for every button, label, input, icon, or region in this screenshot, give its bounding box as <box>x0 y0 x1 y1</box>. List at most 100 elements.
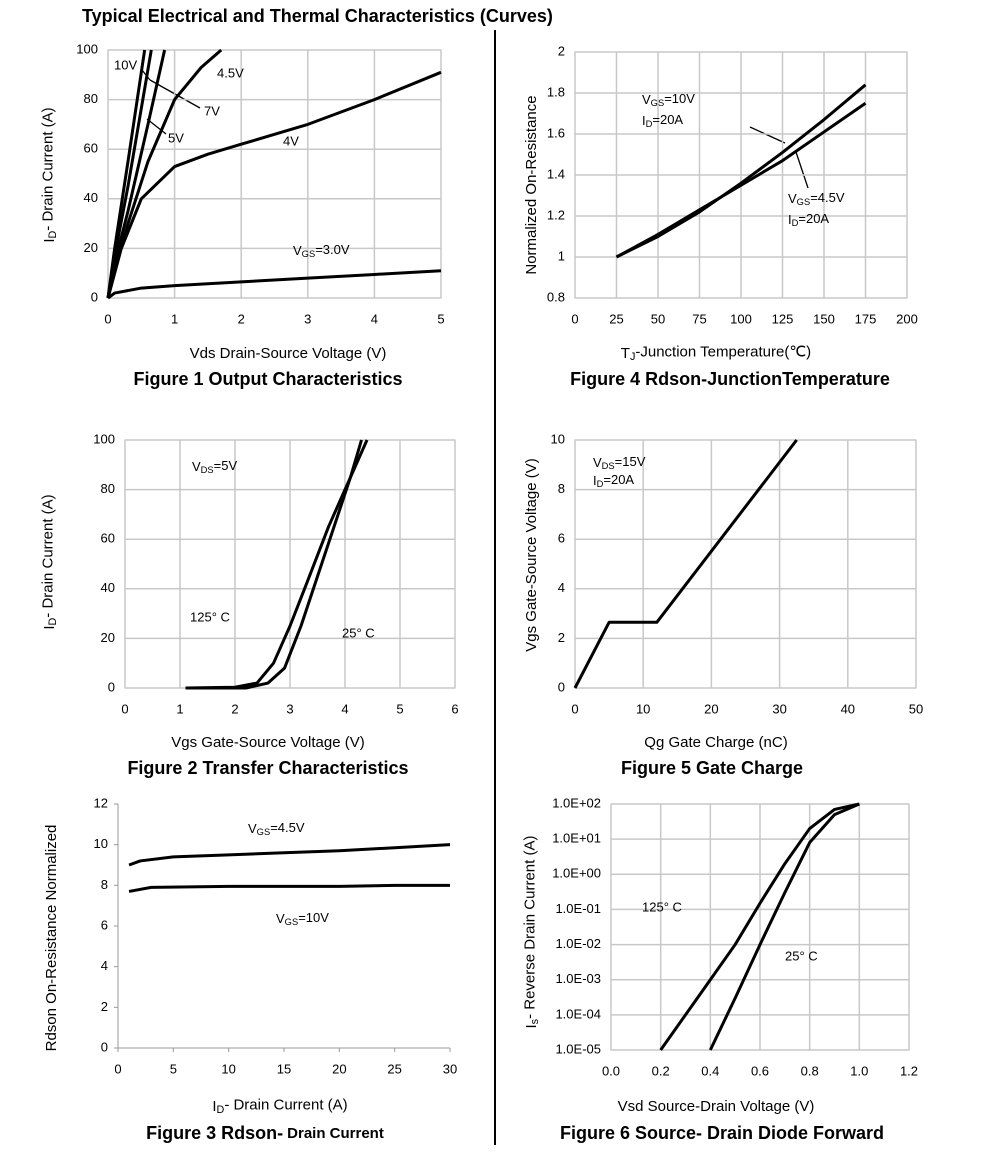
caption-main: Figure 4 Rdson-JunctionTemperature <box>570 369 890 389</box>
text-part: V <box>276 911 285 926</box>
x-tick-label: 3 <box>286 701 293 716</box>
text-part: V <box>248 821 257 836</box>
y-tick-label: 1.4 <box>547 166 565 181</box>
y-tick-label: 1.0E-01 <box>555 901 601 916</box>
curve-label: VGS=4.5V <box>788 190 845 207</box>
y-tick-label: 4 <box>558 580 565 595</box>
curve-label: 4V <box>283 133 299 148</box>
x-tick-label: 5 <box>396 701 403 716</box>
x-tick-label: 25 <box>387 1061 401 1076</box>
x-tick-label: 3 <box>304 311 311 326</box>
curve-label: VGS=4.5V <box>248 820 305 837</box>
x-tick-label: 30 <box>443 1061 457 1076</box>
text-part: - Drain Current (A) <box>40 107 57 230</box>
curve <box>573 439 798 689</box>
x-tick-label: 20 <box>332 1061 346 1076</box>
text-part: =10V <box>664 91 695 106</box>
y-tick-label: 1.0E-04 <box>555 1006 601 1021</box>
y-tick-label: 10 <box>551 431 565 446</box>
subscript: GS <box>651 98 665 108</box>
x-tick-label: 100 <box>730 311 752 326</box>
annotation: VDS=5V <box>192 458 237 475</box>
curve <box>128 883 450 893</box>
arrow <box>795 151 809 189</box>
x-tick-label: 0 <box>571 311 578 326</box>
text-part: =10V <box>298 910 329 925</box>
curve-label: 125° C <box>190 609 230 624</box>
text-part: I <box>593 473 597 488</box>
text-part: I <box>788 212 792 227</box>
arrow <box>146 118 167 135</box>
y-tick-label: 0 <box>108 679 115 694</box>
y-tick-label: 100 <box>76 41 98 56</box>
y-tick-label: 0 <box>558 679 565 694</box>
y-tick-label: 60 <box>101 531 115 546</box>
curve-label: VGS=10V <box>276 910 329 927</box>
annotation: ID=20A <box>593 472 634 489</box>
curve <box>615 83 867 259</box>
text-part: =3.0V <box>315 242 350 257</box>
y-tick-label: 1.0E-05 <box>555 1041 601 1056</box>
y-tick-label: 1 <box>558 248 565 263</box>
y-tick-label: 40 <box>101 580 115 595</box>
subscript: D <box>217 1104 225 1116</box>
y-tick-label: 20 <box>84 240 98 255</box>
arrow <box>749 126 786 144</box>
annotation: VDS=15V <box>593 454 646 471</box>
subscript: D <box>47 618 59 626</box>
text-part: =15V <box>615 454 646 469</box>
subscript: D <box>792 218 799 228</box>
y-tick-label: 8 <box>558 481 565 496</box>
subscript: GS <box>257 827 271 837</box>
caption-main: Figure 3 Rdson- <box>146 1123 283 1143</box>
x-tick-label: 0.2 <box>652 1063 670 1078</box>
y-tick-label: 0.8 <box>547 289 565 304</box>
curve <box>185 439 369 690</box>
y-tick-label: 2 <box>558 43 565 58</box>
subscript: D <box>47 231 59 239</box>
figure-caption: Figure 6 Source- Drain Diode Forward <box>560 1123 884 1143</box>
text-part: - Drain Current (A) <box>224 1097 347 1114</box>
subscript: GS <box>285 917 299 927</box>
y-tick-label: 6 <box>101 917 108 932</box>
figure-caption: Figure 2 Transfer Characteristics <box>127 758 408 778</box>
x-tick-label: 0.0 <box>602 1063 620 1078</box>
text-part: I <box>41 239 58 243</box>
y-axis-label: Is- Reverse Drain Current (A) <box>522 836 541 1029</box>
curve <box>107 269 442 300</box>
x-tick-label: 0.8 <box>801 1063 819 1078</box>
x-tick-label: 20 <box>704 701 718 716</box>
curve <box>106 70 442 299</box>
y-tick-label: 40 <box>84 190 98 205</box>
x-tick-label: 0.6 <box>751 1063 769 1078</box>
annotation: ID=20A <box>788 211 829 228</box>
y-tick-label: 1.6 <box>547 125 565 140</box>
curve <box>185 439 363 690</box>
text-part: =5V <box>214 458 238 473</box>
curve-label: 7V <box>204 103 220 118</box>
x-tick-label: 1 <box>171 311 178 326</box>
y-tick-label: 1.2 <box>547 207 565 222</box>
x-tick-label: 150 <box>813 311 835 326</box>
x-tick-label: 1.0 <box>850 1063 868 1078</box>
y-axis-label: ID- Drain Current (A) <box>40 494 59 629</box>
x-tick-label: 1.2 <box>900 1063 918 1078</box>
x-tick-label: 1 <box>176 701 183 716</box>
subscript: DS <box>602 461 615 471</box>
text-part: T <box>621 345 630 362</box>
caption-main: Figure 6 Source- Drain Diode Forward <box>560 1123 884 1143</box>
subscript: GS <box>797 197 811 207</box>
y-axis-label: ID- Drain Current (A) <box>40 107 59 242</box>
caption-small: Drain Current <box>287 1125 384 1142</box>
y-axis-label: Normalized On-Resistance <box>523 95 540 274</box>
text-part: I <box>523 1024 540 1028</box>
x-tick-label: 125 <box>772 311 794 326</box>
plot-frame <box>107 49 442 299</box>
x-axis-label: Vds Drain-Source Voltage (V) <box>190 345 387 362</box>
text-part: I <box>642 113 646 128</box>
y-tick-label: 1.0E-02 <box>555 936 601 951</box>
curve-label: 10V <box>114 57 137 72</box>
x-tick-label: 4 <box>371 311 378 326</box>
y-tick-label: 2 <box>101 999 108 1014</box>
